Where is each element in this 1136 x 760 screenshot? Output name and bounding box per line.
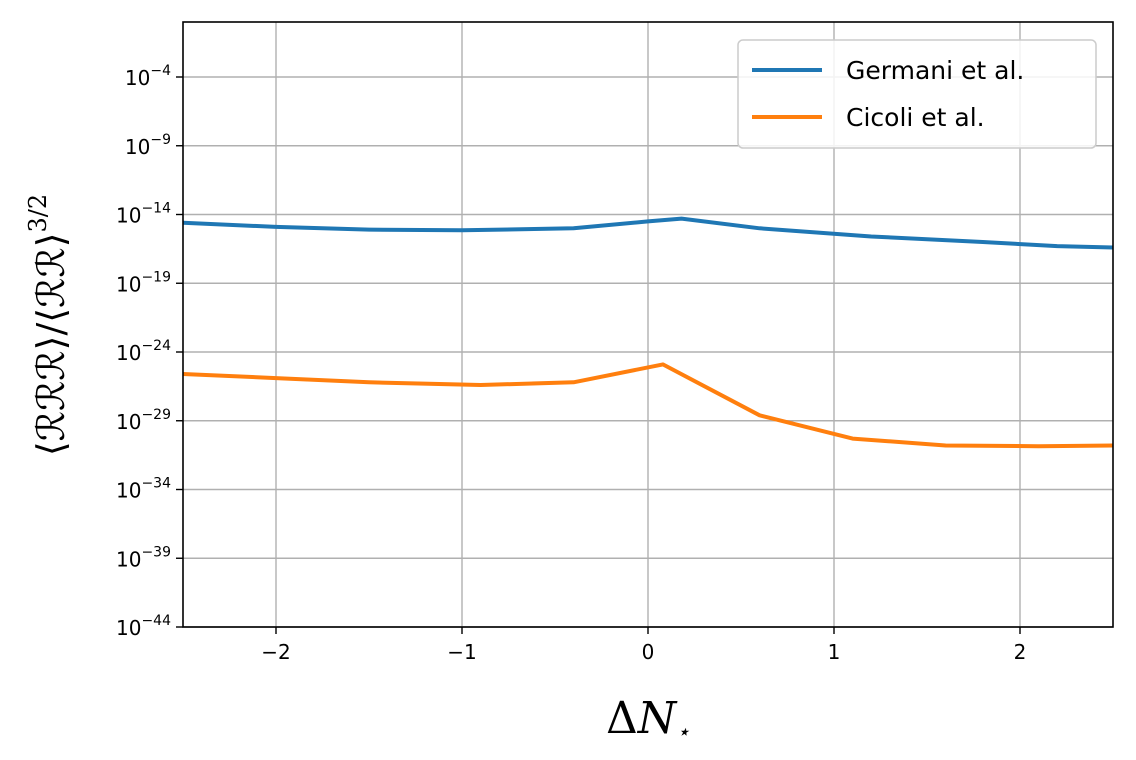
x-tick-label: 1	[828, 640, 841, 664]
y-tick-label: 10−29	[116, 407, 171, 434]
x-axis-label: ΔN⋆	[606, 693, 690, 745]
series-line-germani	[182, 216, 1114, 250]
y-tick-label: 10−24	[116, 338, 171, 365]
x-ticks: −2 −1 0 1 2	[261, 627, 1026, 664]
x-tick-label: −1	[447, 640, 476, 664]
y-tick-label: 10−34	[116, 476, 171, 503]
legend: Germani et al. Cicoli et al.	[737, 39, 1097, 149]
x-tick-label: 2	[1014, 640, 1027, 664]
legend-label-germani: Germani et al.	[846, 56, 1024, 85]
y-tick-label: 10−4	[125, 63, 171, 90]
y-tick-label: 10−44	[116, 613, 171, 640]
series-lines	[182, 216, 1114, 449]
y-tick-label: 10−14	[116, 201, 171, 228]
y-ticks: 10−4 10−9 10−14 10−19 10−24 10−29 10−34 10−39 10…	[116, 63, 183, 640]
legend-box	[737, 39, 1097, 149]
y-axis-label: ⟨ℛℛℛ⟩/⟨ℛℛ⟩3/2	[24, 194, 73, 456]
series-line-cicoli	[182, 362, 1114, 449]
x-tick-label: 0	[642, 640, 655, 664]
legend-label-cicoli: Cicoli et al.	[846, 103, 985, 132]
y-tick-label: 10−19	[116, 269, 171, 296]
y-tick-label: 10−39	[116, 544, 171, 571]
x-tick-label: −2	[261, 640, 290, 664]
y-tick-label: 10−9	[125, 132, 171, 159]
